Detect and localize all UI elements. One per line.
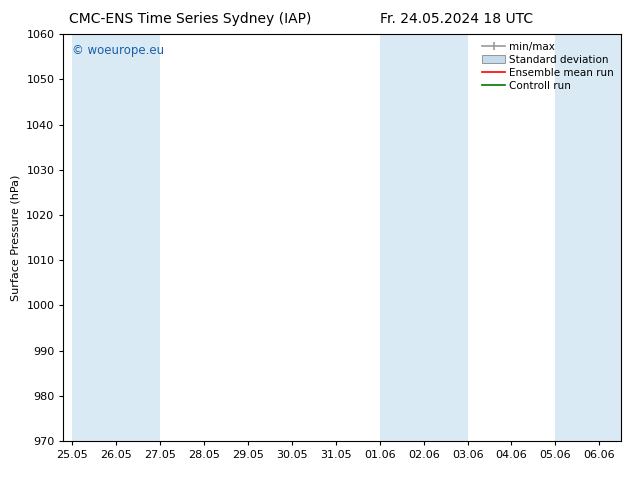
Text: © woeurope.eu: © woeurope.eu [72, 45, 164, 57]
Bar [116, 34, 160, 441]
Legend: min/max, Standard deviation, Ensemble mean run, Controll run: min/max, Standard deviation, Ensemble me… [480, 40, 616, 93]
Bar [72, 34, 116, 441]
Text: CMC-ENS Time Series Sydney (IAP): CMC-ENS Time Series Sydney (IAP) [69, 12, 311, 26]
Bar [555, 34, 621, 441]
Bar [424, 34, 467, 441]
Text: Fr. 24.05.2024 18 UTC: Fr. 24.05.2024 18 UTC [380, 12, 533, 26]
Bar [380, 34, 424, 441]
Y-axis label: Surface Pressure (hPa): Surface Pressure (hPa) [11, 174, 21, 301]
